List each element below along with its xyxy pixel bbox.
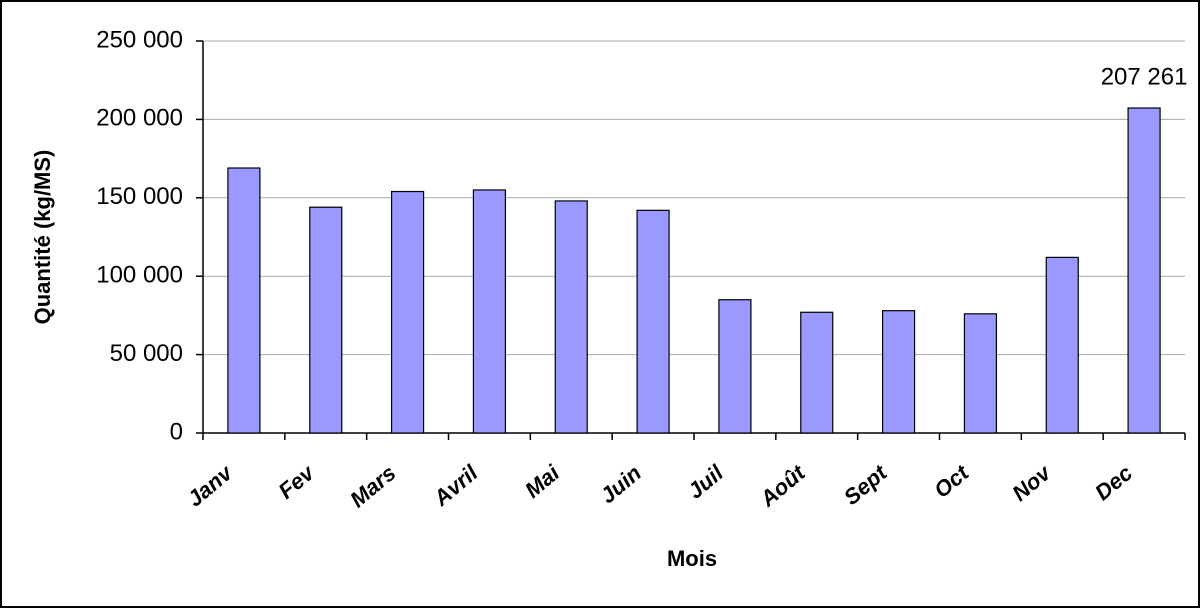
x-axis-label: Mois <box>667 546 717 571</box>
y-tick-label: 0 <box>170 418 183 445</box>
bar <box>636 209 670 434</box>
y-tick-label: 150 000 <box>96 183 183 210</box>
bar <box>1127 107 1161 434</box>
bar <box>718 299 752 434</box>
bar <box>963 313 998 434</box>
bar <box>881 310 916 434</box>
bar <box>309 206 343 434</box>
bar <box>554 200 588 434</box>
bar <box>472 189 507 434</box>
y-tick-label: 100 000 <box>96 262 183 289</box>
y-tick-label: 250 000 <box>96 26 183 53</box>
y-axis-label: Quantité (kg/MS) <box>30 150 55 325</box>
bar <box>390 190 425 434</box>
y-tick-label: 50 000 <box>110 340 183 367</box>
bar <box>800 311 834 434</box>
bar <box>1045 256 1079 434</box>
value-label: 207 261 <box>1101 63 1188 90</box>
bar <box>227 167 261 434</box>
y-tick-label: 200 000 <box>96 105 183 132</box>
